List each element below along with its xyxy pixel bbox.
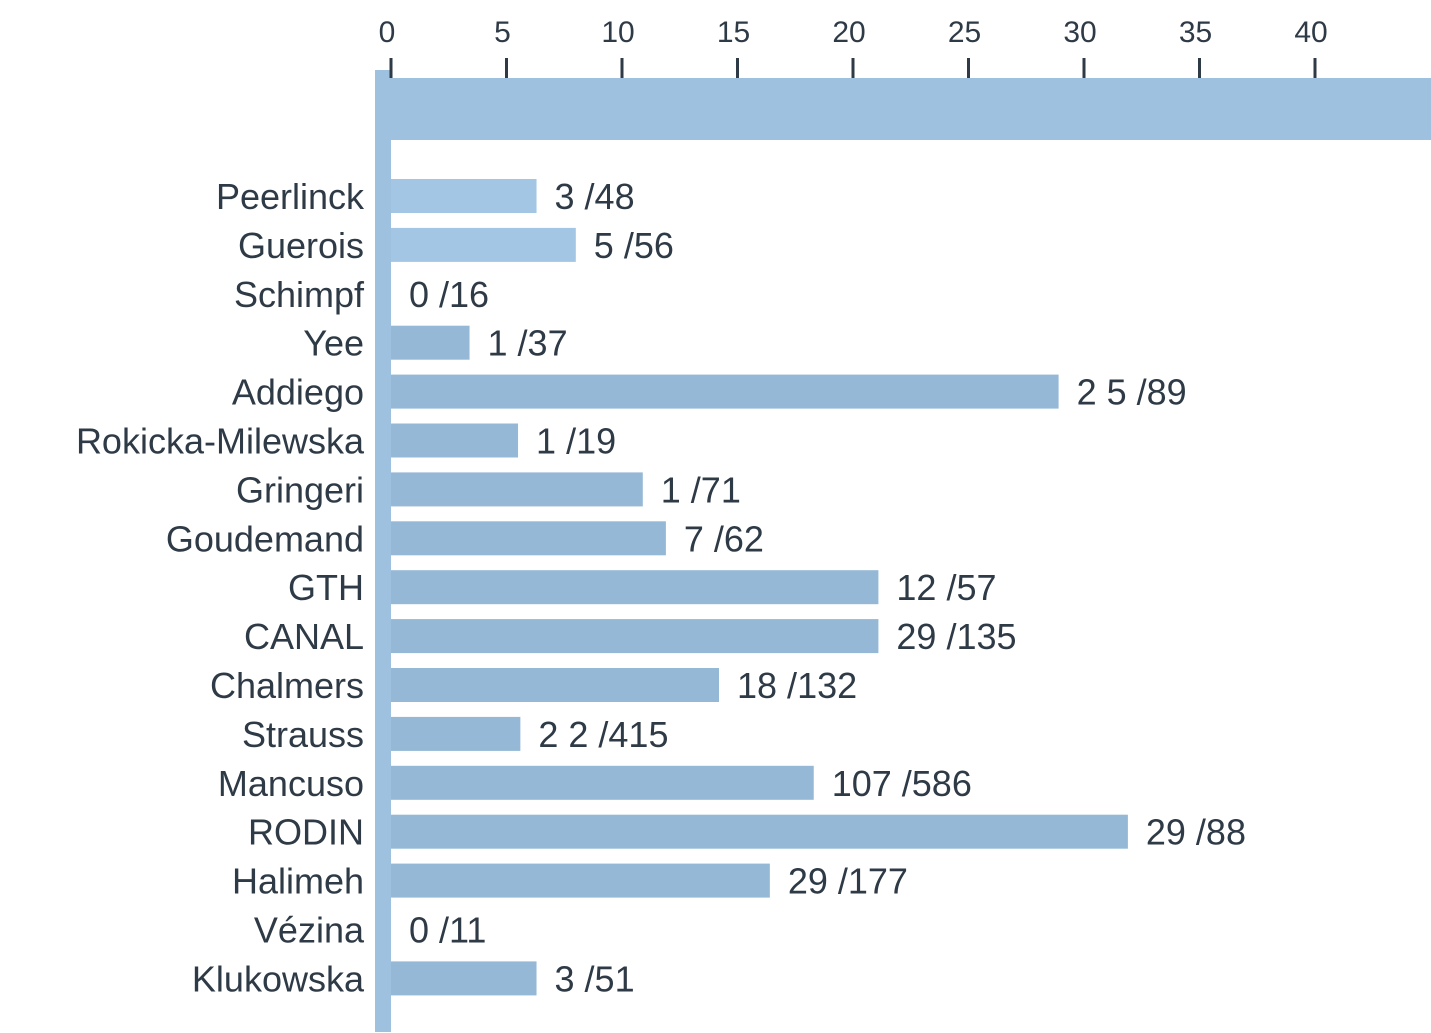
x-tick-label: 0	[379, 16, 396, 49]
y-axis-line	[375, 70, 391, 1032]
category-label: Peerlinck	[216, 176, 365, 217]
x-tick-label: 40	[1294, 16, 1327, 49]
bars-layer	[391, 179, 1128, 996]
x-tick-label: 35	[1179, 16, 1212, 49]
axis-band	[375, 78, 1431, 140]
category-label: Klukowska	[192, 958, 365, 999]
bar	[391, 716, 521, 751]
value-label: 3 /48	[555, 176, 635, 217]
x-tick-label: 15	[717, 16, 750, 49]
value-label: 29 /135	[896, 616, 1016, 657]
bar	[391, 570, 879, 605]
value-label: 3 /51	[555, 958, 635, 999]
bar	[391, 814, 1128, 849]
category-label: Halimeh	[232, 861, 364, 902]
category-label: Strauss	[242, 714, 364, 755]
category-label: Vézina	[254, 910, 365, 951]
category-label: Goudemand	[166, 518, 364, 559]
bar	[391, 521, 666, 556]
category-label: Rokicka-Milewska	[76, 421, 365, 462]
category-label: CANAL	[244, 616, 364, 657]
category-label: Schimpf	[234, 274, 365, 315]
labels-layer: Peerlinck 3 /48 Guerois 5 /56 Schimpf 0 /16 Ye…	[76, 176, 1246, 999]
bar	[391, 863, 770, 898]
value-label: 29 /177	[788, 861, 908, 902]
bar	[391, 619, 879, 654]
value-label: 107 /586	[832, 763, 972, 804]
category-label: Yee	[303, 323, 364, 364]
bar	[391, 668, 720, 702]
category-label: Mancuso	[218, 763, 364, 804]
x-tick-label: 20	[832, 16, 865, 49]
value-label: 1 /37	[488, 323, 568, 364]
value-label: 1 /19	[536, 421, 616, 462]
bar	[391, 423, 519, 458]
bar	[391, 179, 537, 213]
axis-layer: 0 5 10 15 20 25 30 35 40	[375, 16, 1431, 1032]
value-label: 5 /56	[594, 225, 674, 266]
value-label: 18 /132	[737, 665, 857, 706]
value-label: 2 2 /415	[538, 714, 668, 755]
bar	[391, 325, 470, 360]
category-label: GTH	[288, 567, 364, 608]
value-label: 7 /62	[684, 518, 764, 559]
value-label: 29 /88	[1146, 812, 1246, 853]
category-label: RODIN	[248, 812, 364, 853]
category-label: Chalmers	[210, 665, 364, 706]
value-label: 2 5 /89	[1077, 372, 1187, 413]
x-tick-label: 25	[948, 16, 981, 49]
value-label: 1 /71	[661, 469, 741, 510]
x-tick-label: 10	[601, 16, 634, 49]
bar	[391, 374, 1059, 409]
value-label: 0 /16	[409, 274, 489, 315]
bar	[391, 765, 814, 800]
value-label: 12 /57	[896, 567, 996, 608]
x-tick-label: 30	[1063, 16, 1096, 49]
category-label: Guerois	[238, 225, 364, 266]
bar	[391, 227, 576, 262]
category-label: Gringeri	[236, 469, 364, 510]
bar	[391, 472, 643, 507]
category-label: Addiego	[232, 372, 364, 413]
x-tick-label: 5	[494, 16, 511, 49]
value-label: 0 /11	[409, 910, 486, 951]
bar	[391, 961, 537, 996]
